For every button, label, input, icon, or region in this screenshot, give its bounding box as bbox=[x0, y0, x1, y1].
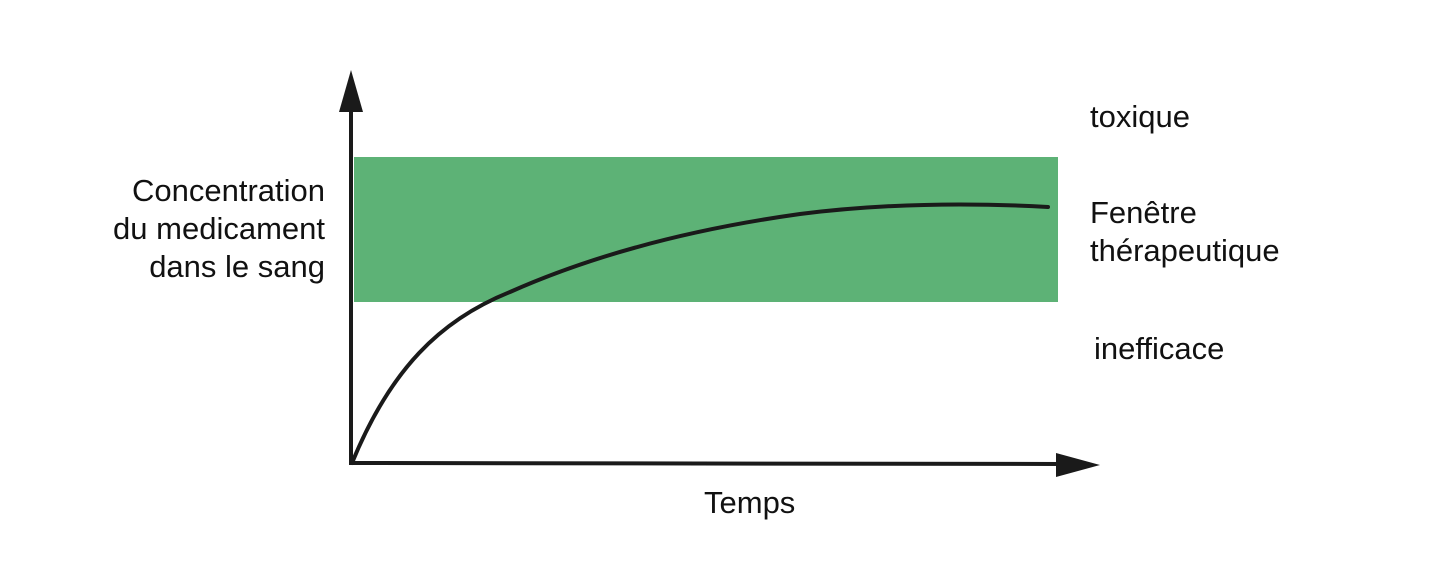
therapeutic-window-label-line-2: thérapeutique bbox=[1090, 232, 1280, 268]
x-axis-arrowhead bbox=[1056, 453, 1100, 477]
y-axis-label-line-2: du medicament bbox=[113, 210, 325, 246]
ineffective-zone-label: inefficace bbox=[1094, 331, 1225, 366]
concentration-curve bbox=[350, 202, 1050, 465]
y-axis-label-line-1: Concentration bbox=[131, 173, 325, 208]
therapeutic-window-label: Fenêtre thérapeutique bbox=[1090, 194, 1280, 270]
toxic-zone-label: toxique bbox=[1090, 99, 1190, 134]
therapeutic-window-label-line-1: Fenêtre bbox=[1090, 195, 1197, 230]
x-axis-line bbox=[348, 461, 1063, 466]
x-axis-label: Temps bbox=[704, 485, 796, 520]
y-axis-label-line-3: dans le sang bbox=[149, 248, 325, 284]
y-axis-label: Concentration du medicament dans le sang bbox=[113, 172, 325, 285]
y-axis-arrowhead bbox=[339, 70, 363, 112]
